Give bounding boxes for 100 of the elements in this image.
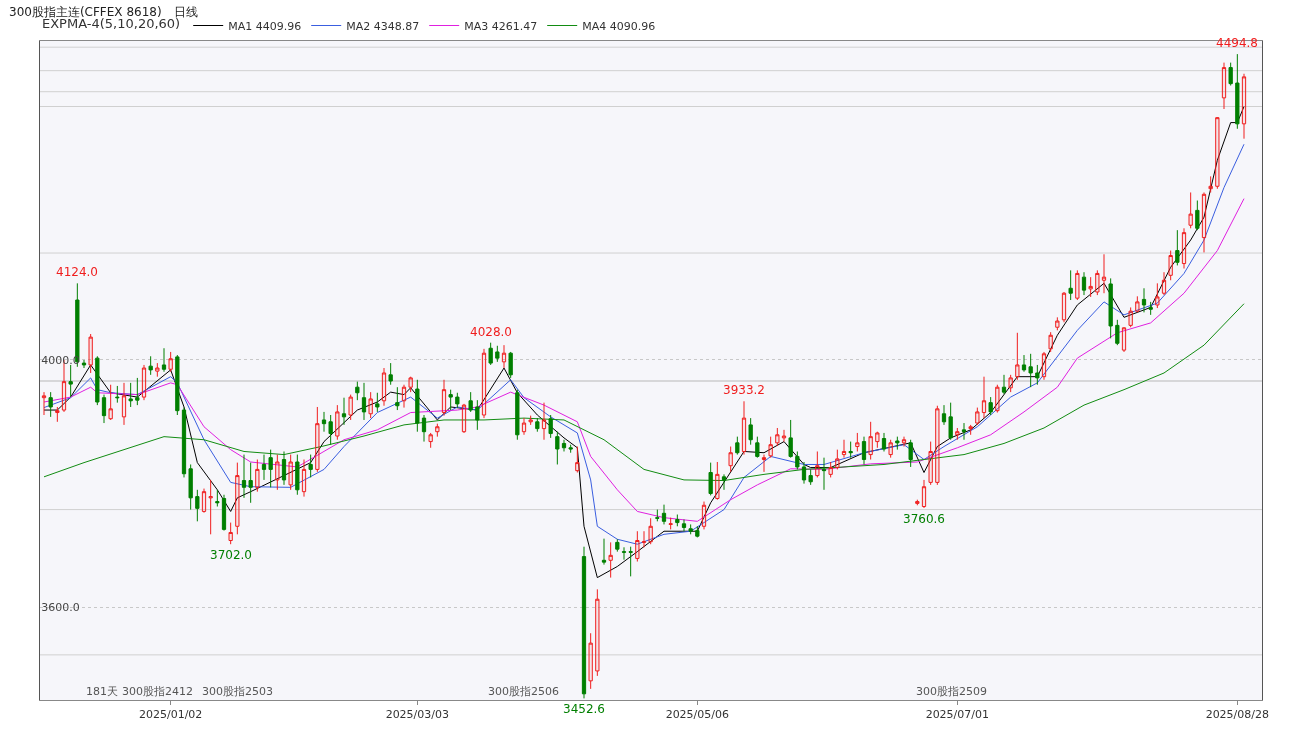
candlestick (115, 385, 120, 404)
candlestick (81, 359, 87, 369)
candlestick (268, 449, 273, 488)
candlestick (328, 414, 333, 446)
candlestick (95, 355, 100, 406)
candlestick (448, 389, 453, 411)
candlestick (628, 546, 633, 577)
candlestick (695, 525, 700, 538)
candlestick (341, 397, 347, 426)
candlestick (855, 432, 860, 452)
candlestick (261, 454, 267, 481)
candlestick (875, 431, 880, 449)
candlestick (1228, 62, 1233, 87)
candlestick (255, 459, 260, 493)
candlestick (655, 509, 660, 522)
candlestick (141, 364, 147, 401)
candlestick (755, 436, 760, 459)
candlestick (541, 402, 547, 441)
candlestick (1128, 306, 1133, 328)
candlestick (508, 351, 513, 379)
candlestick (101, 394, 107, 424)
candlestick (121, 382, 127, 426)
candlestick (1181, 227, 1187, 269)
candlestick (468, 391, 473, 413)
candlestick (948, 402, 953, 441)
candlestick (641, 530, 647, 548)
candlestick (1235, 53, 1240, 130)
candlestick (1241, 73, 1247, 140)
candlestick (981, 376, 987, 419)
candlestick (521, 417, 527, 436)
candlestick (1188, 191, 1193, 229)
candlestick (315, 406, 320, 473)
candlestick (488, 342, 493, 366)
candlestick (461, 403, 467, 434)
candlestick (675, 514, 680, 527)
candlestick (1215, 116, 1220, 190)
candlestick (581, 546, 587, 699)
candlestick (608, 541, 613, 579)
candlestick (668, 517, 673, 530)
candlestick (55, 406, 60, 423)
annotation: 4124.0 (56, 265, 98, 279)
legend-label: MA1 4409.96 (228, 19, 302, 33)
annotation: 3702.0 (210, 548, 252, 562)
candlestick (301, 459, 307, 498)
line-series (43, 198, 1245, 522)
candlestick (688, 523, 693, 535)
line-series (43, 303, 1245, 482)
candlestick (901, 436, 907, 448)
candlestick (381, 367, 387, 407)
candlestick (175, 354, 180, 416)
line-series (43, 143, 1245, 545)
candlestick (735, 436, 740, 456)
candlestick (841, 439, 847, 459)
candlestick (835, 449, 840, 470)
candlestick (815, 450, 820, 478)
annotation: 4494.8 (1216, 36, 1258, 50)
x-tick-label: 2025/01/02 (138, 708, 203, 722)
candlestick (741, 400, 747, 456)
x-tick-label: 2025/07/01 (925, 708, 990, 722)
candlestick (48, 391, 53, 418)
candlestick (568, 444, 573, 454)
candlestick (848, 441, 853, 459)
candlestick (1155, 282, 1160, 309)
candlestick (588, 632, 593, 690)
candlestick (961, 422, 967, 441)
candlestick (1028, 353, 1033, 388)
candlestick (561, 439, 567, 452)
candlestick (681, 518, 687, 532)
candlestick (915, 499, 920, 506)
candlestick (648, 517, 653, 545)
candlestick (1055, 316, 1060, 331)
candlestick (248, 462, 253, 504)
candlestick (415, 379, 420, 433)
candlestick (781, 429, 787, 443)
candlestick (715, 461, 720, 501)
candlestick (221, 494, 227, 532)
candlestick (1081, 271, 1087, 296)
candlestick (155, 362, 160, 378)
candlestick (975, 407, 980, 426)
annotation: 300股指2506 (488, 685, 559, 698)
candlestick (801, 461, 807, 485)
annotation: 300股指2412 (122, 685, 193, 698)
candlestick (501, 344, 507, 369)
candlestick (481, 348, 487, 419)
candlestick (748, 417, 753, 446)
candlestick (1001, 374, 1007, 395)
candlestick (1095, 269, 1100, 296)
candlestick (988, 396, 993, 416)
candlestick (195, 489, 200, 522)
candlestick (861, 436, 867, 465)
candlestick (881, 432, 887, 452)
candlestick (41, 391, 47, 416)
candlestick (441, 379, 447, 417)
candlestick (475, 399, 480, 431)
candlestick (1021, 354, 1027, 373)
candlestick (1175, 229, 1180, 266)
candlestick (535, 417, 540, 433)
x-tick-label: 2025/03/03 (385, 708, 450, 722)
annotation: 4028.0 (470, 325, 512, 339)
candlestick (1121, 326, 1127, 353)
